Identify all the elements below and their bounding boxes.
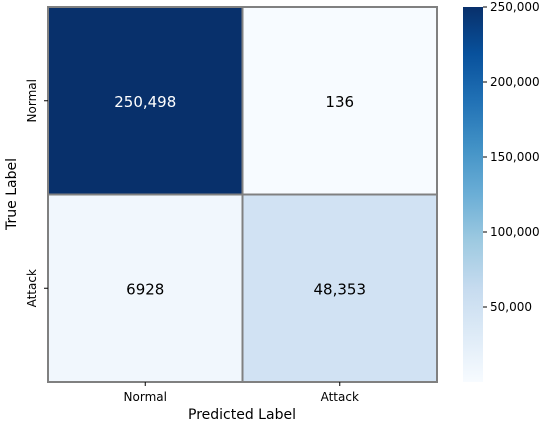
- colorbar-tick-label: 250,000: [490, 0, 540, 14]
- colorbar-tick-label: 50,000: [490, 300, 532, 314]
- heatmap-cells: [47, 6, 438, 383]
- heatmap-cell: [241, 193, 438, 383]
- heatmap-cell: [47, 193, 244, 383]
- y-axis-label: True Label: [4, 158, 20, 231]
- y-axis: Normal Attack: [25, 79, 48, 307]
- cell-value-label: 136: [325, 93, 354, 111]
- x-axis: Normal Attack: [124, 382, 359, 404]
- cell-value-label: 250,498: [114, 93, 176, 111]
- colorbar-gradient: [463, 7, 483, 382]
- heatmap-cell: [47, 6, 244, 196]
- colorbar: 50,000 100,000 150,000 200,000 250,000: [463, 0, 540, 382]
- x-tick-label: Attack: [321, 390, 359, 404]
- heatmap-cell: [241, 6, 438, 196]
- heatmap-cell-labels: 250,498 136 6928 48,353: [114, 93, 366, 299]
- colorbar-tick-label: 100,000: [490, 225, 540, 239]
- x-axis-label: Predicted Label: [188, 407, 296, 423]
- colorbar-tick-label: 200,000: [490, 75, 540, 89]
- colorbar-tick-label: 150,000: [490, 150, 540, 164]
- y-tick-label: Attack: [25, 269, 39, 307]
- x-tick-label: Normal: [124, 390, 167, 404]
- y-tick-label: Normal: [25, 79, 39, 122]
- colorbar-ticks: 50,000 100,000 150,000 200,000 250,000: [483, 0, 540, 314]
- cell-value-label: 6928: [126, 280, 164, 298]
- cell-value-label: 48,353: [314, 280, 367, 298]
